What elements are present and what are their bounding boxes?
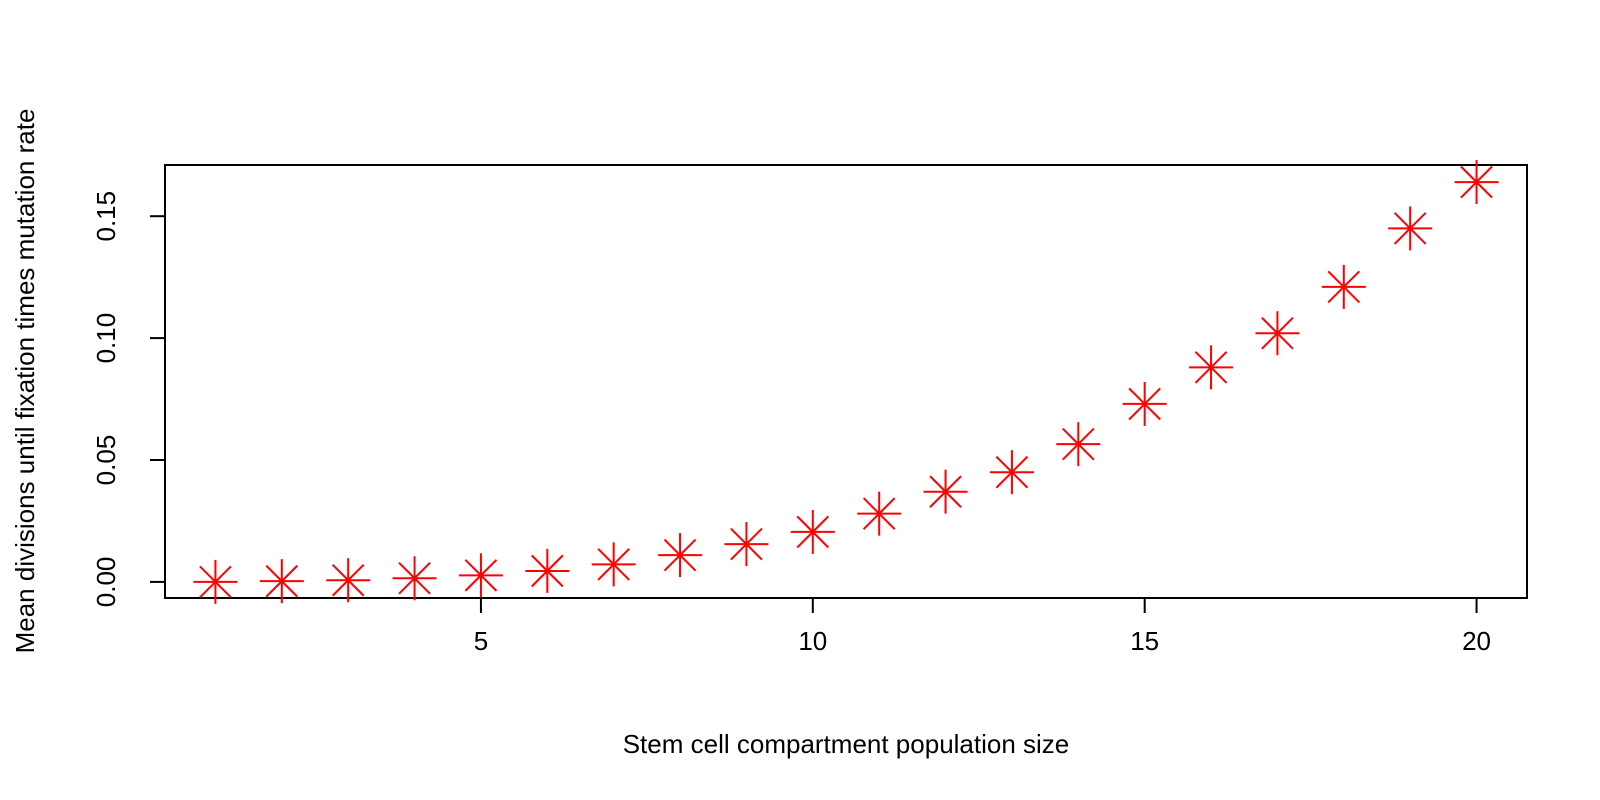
data-point bbox=[1255, 311, 1300, 356]
data-point bbox=[1388, 206, 1433, 251]
data-point bbox=[1321, 264, 1366, 309]
data-point bbox=[1454, 160, 1499, 205]
data-point bbox=[326, 558, 371, 603]
x-tick-label: 10 bbox=[798, 626, 827, 656]
data-point bbox=[989, 450, 1034, 495]
y-tick-label: 0.15 bbox=[91, 191, 121, 242]
data-point bbox=[1056, 422, 1101, 467]
plot-frame bbox=[164, 164, 1528, 599]
data-point bbox=[458, 553, 503, 598]
y-tick-label: 0.05 bbox=[91, 435, 121, 486]
data-point bbox=[790, 509, 835, 554]
x-tick-label: 15 bbox=[1130, 626, 1159, 656]
data-point bbox=[724, 522, 769, 567]
y-axis: 0.00 0.05 0.10 0.15 bbox=[91, 191, 166, 608]
y-axis-title: Mean divisions until fixation times muta… bbox=[10, 109, 40, 654]
y-tick-label: 0.10 bbox=[91, 313, 121, 364]
data-point bbox=[857, 491, 902, 536]
data-point bbox=[591, 542, 636, 587]
y-tick-label: 0.00 bbox=[91, 557, 121, 608]
data-point bbox=[1122, 381, 1167, 426]
data-point bbox=[658, 533, 703, 578]
data-point bbox=[392, 556, 437, 601]
x-axis-title: Stem cell compartment population size bbox=[623, 729, 1070, 759]
x-tick-label: 5 bbox=[474, 626, 488, 656]
data-point bbox=[259, 559, 304, 604]
data-point bbox=[1189, 345, 1234, 390]
data-point bbox=[923, 469, 968, 514]
data-points bbox=[193, 160, 1499, 604]
data-point bbox=[525, 548, 570, 593]
x-axis: 5 10 15 20 bbox=[474, 597, 1491, 656]
data-point bbox=[193, 559, 238, 604]
x-tick-label: 20 bbox=[1462, 626, 1491, 656]
